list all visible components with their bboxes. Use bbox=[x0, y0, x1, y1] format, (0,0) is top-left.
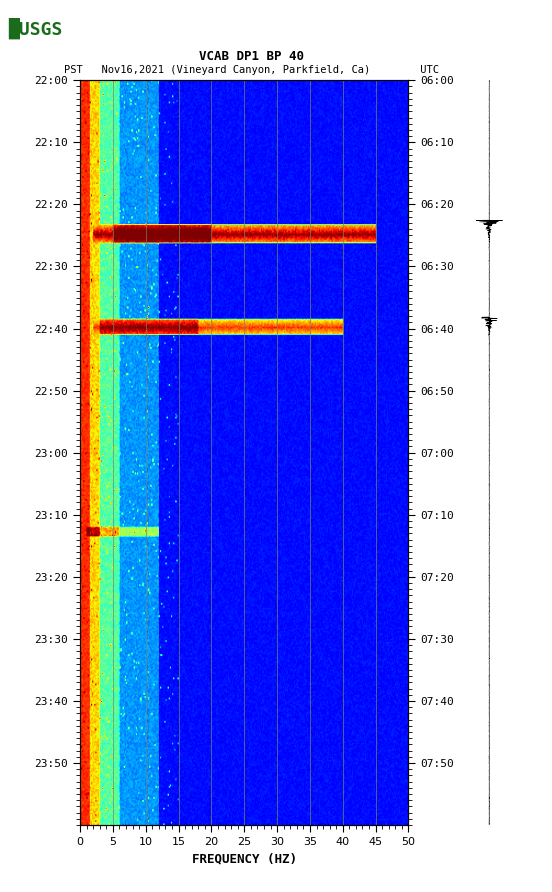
Text: VCAB DP1 BP 40: VCAB DP1 BP 40 bbox=[199, 50, 304, 62]
Text: PST   Nov16,2021 (Vineyard Canyon, Parkfield, Ca)        UTC: PST Nov16,2021 (Vineyard Canyon, Parkfie… bbox=[63, 65, 439, 76]
Text: █USGS: █USGS bbox=[8, 18, 63, 39]
X-axis label: FREQUENCY (HZ): FREQUENCY (HZ) bbox=[192, 853, 297, 865]
